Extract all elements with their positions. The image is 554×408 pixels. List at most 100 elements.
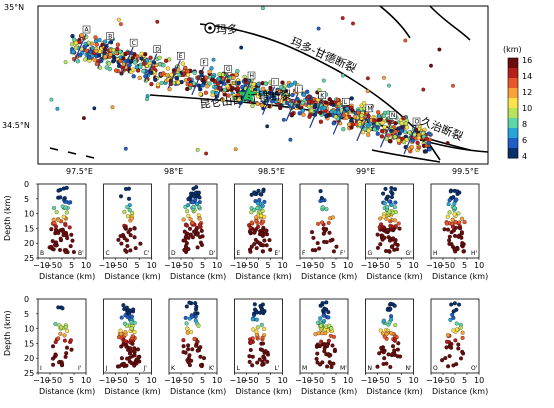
profile-label: M [367,106,372,113]
epicenter-dot [155,19,160,24]
x-tick-label: −10 [295,261,312,270]
epicenter-dot [240,84,245,90]
section-start-label: K [171,365,176,372]
hypocenter-dot [186,213,191,218]
hypocenter-dot [53,228,58,233]
x-axis-label: Distance (km) [170,272,226,281]
hypocenter-dot [259,192,264,197]
epicenter-dot [316,26,321,31]
x-axis-label: Distance (km) [105,272,161,281]
hypocenter-dot [393,200,398,205]
hypocenter-dot [118,234,123,239]
section-end-label: J' [143,365,148,372]
hypocenter-dot [452,201,457,206]
epicenter-dot [111,47,116,53]
hypocenter-dot [68,338,73,343]
epicenter-dot [359,113,364,118]
epicenter-dot [387,83,391,88]
section-panel-O: O O' −10−5 0 5 10 Distance (km) [426,298,488,396]
hypocenter-dot [328,333,333,338]
lat-label-35: 35°N [4,3,24,12]
hypocenter-dot [442,227,447,232]
hypocenter-dot [61,229,66,234]
epicenter-dot [102,39,108,44]
profile-box [365,104,374,113]
section-end-label: D' [209,250,216,257]
hypocenter-dot [122,236,127,241]
epicenter-dot [94,48,99,54]
profile-line [191,66,205,96]
hypocenter-dot [50,344,56,349]
hypocenter-dot [452,205,457,210]
hypocenter-dot [247,223,252,228]
hypocenter-dot [119,356,124,361]
hypocenter-dot [197,195,202,200]
x-tick-label: 5 [69,376,74,385]
hypocenter-dot [60,306,65,311]
hypocenter-dot [322,349,327,354]
epicenter-dot [182,71,187,76]
epicenter-dot [389,128,394,134]
epicenter-dot [335,97,340,102]
hypocenter-dot [388,301,393,306]
profile-line [309,99,323,128]
lon-label-98-5: 98.5°E [258,167,285,176]
hypocenter-dot [195,245,200,250]
epicenter-dot [71,49,76,55]
epicenter-dot [180,61,185,66]
hypocenter-dot [198,354,203,359]
hypocenter-dot [324,207,329,212]
lon-label-99-5: 99.5°E [452,167,479,176]
profile-label: O [415,119,420,126]
hypocenter-dot [444,339,450,344]
hypocenter-dot [388,223,393,229]
hypocenter-dot [53,340,58,345]
epicenter-dot [83,41,88,47]
epicenter-dot [83,57,88,62]
x-tick-label: 0 [254,376,259,385]
hypocenter-dot [261,354,266,359]
epicenter-dot [382,75,386,80]
epicenter-dot [269,99,275,104]
hypocenter-dot [324,300,329,305]
epicenter-dot [210,77,215,82]
epicenter-dot [416,135,422,141]
hypocenter-dot [445,214,450,219]
profile-box [294,84,303,93]
hypocenter-dot [318,323,324,328]
hypocenter-dot [187,226,193,231]
hypocenter-dot [397,226,402,231]
section-panel-C: C C' −10−5 0 5 10 Distance (km) [99,183,161,281]
hypocenter-dot [138,241,143,246]
y-tick-label: 15 [24,224,34,233]
epicenter-dot [404,125,410,130]
hypocenter-dot [377,225,382,230]
hypocenter-dot [53,321,58,327]
x-tick-label: 5 [331,261,336,270]
x-tick-label: −5 [242,376,254,385]
x-tick-label: 0 [57,376,62,385]
section-start-label: N [368,365,373,372]
hypocenter-dot [254,310,259,315]
hypocenter-dot [52,220,57,225]
epicenter-dot [217,72,222,77]
hypocenter-dot [190,220,195,225]
epicenter-dot [84,48,89,53]
y-tick-label: 5 [24,195,29,204]
x-tick-label: −10 [295,376,312,385]
epicenter-dot [387,138,393,144]
colorbar-unit: (km) [503,45,522,54]
section-panel-N: N N' −10−5 0 5 10 Distance (km) [361,298,423,396]
epicenter-dot [399,121,405,126]
epicenter-dot [145,94,150,98]
hypocenter-dot [50,356,56,361]
hypocenter-dot [396,341,401,346]
epicenter-dot [92,106,97,111]
hypocenter-dot [319,339,324,344]
section-end-label: N' [406,365,412,372]
epicenter-dot [137,75,142,81]
epicenter-dot [361,101,367,106]
x-tick-label: 10 [343,261,353,270]
epicenter-dot [141,68,146,74]
